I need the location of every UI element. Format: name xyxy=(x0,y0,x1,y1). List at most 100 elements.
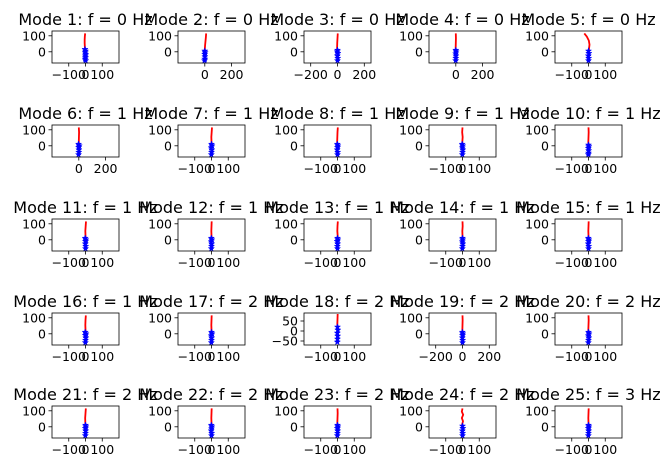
star-marker xyxy=(584,338,593,346)
subplot-title: Mode 17: f = 2 Hz xyxy=(139,292,283,311)
x-tick-label: 100 xyxy=(467,161,491,176)
y-tick-label: 100 xyxy=(274,28,298,43)
x-tick-label: 0 xyxy=(459,161,467,176)
x-tick-label: −100 xyxy=(178,255,212,270)
star-marker xyxy=(81,56,90,64)
x-tick-label: 0 xyxy=(459,255,467,270)
y-tick-label: 0 xyxy=(164,419,172,434)
x-tick-label: −100 xyxy=(429,255,463,270)
x-tick-label: 0 xyxy=(452,67,460,82)
y-tick-label: 0 xyxy=(38,232,46,247)
subplot-title: Mode 6: f = 1 Hz xyxy=(18,104,152,123)
y-tick-label: 0 xyxy=(164,44,172,59)
x-tick-label: 100 xyxy=(216,349,240,364)
x-tick-label: 0 xyxy=(334,67,342,82)
y-tick-label: 100 xyxy=(274,122,298,137)
y-tick-label: 0 xyxy=(164,326,172,341)
y-tick-label: 100 xyxy=(399,403,423,418)
y-tick-label: 0 xyxy=(415,232,423,247)
star-marker xyxy=(458,150,467,158)
axes-frame xyxy=(428,30,497,64)
y-tick-label: 100 xyxy=(525,122,549,137)
y-tick-label: 0 xyxy=(541,44,549,59)
y-tick-label: 0 xyxy=(541,326,549,341)
subplot-title: Mode 9: f = 1 Hz xyxy=(395,104,529,123)
y-tick-label: 0 xyxy=(164,232,172,247)
subplot-title: Mode 5: f = 0 Hz xyxy=(521,10,655,29)
x-tick-label: 200 xyxy=(477,349,501,364)
y-tick-label: 100 xyxy=(148,28,172,43)
x-tick-label: 100 xyxy=(90,349,114,364)
y-tick-label: 0 xyxy=(290,44,298,59)
star-marker xyxy=(333,338,342,346)
x-tick-label: 100 xyxy=(90,255,114,270)
x-tick-label: 100 xyxy=(216,255,240,270)
y-tick-label: 0 xyxy=(164,138,172,153)
x-tick-label: 200 xyxy=(220,67,244,82)
x-tick-label: −100 xyxy=(52,349,86,364)
star-marker xyxy=(81,338,90,346)
x-tick-label: 0 xyxy=(208,349,216,364)
x-tick-label: 0 xyxy=(208,255,216,270)
y-tick-label: 100 xyxy=(525,216,549,231)
star-marker xyxy=(584,150,593,158)
x-tick-label: −100 xyxy=(429,161,463,176)
x-tick-label: −100 xyxy=(52,255,86,270)
x-tick-label: 0 xyxy=(334,349,342,364)
axes-frame xyxy=(177,30,246,64)
y-tick-label: 100 xyxy=(148,122,172,137)
x-tick-label: 0 xyxy=(82,442,90,457)
x-tick-label: 100 xyxy=(593,161,617,176)
x-tick-label: 100 xyxy=(467,255,491,270)
subplot-title: Mode 14: f = 1 Hz xyxy=(390,198,534,217)
star-marker xyxy=(584,56,593,64)
x-tick-label: −100 xyxy=(555,442,589,457)
subplot-title: Mode 12: f = 1 Hz xyxy=(139,198,283,217)
y-tick-label: 100 xyxy=(525,403,549,418)
x-tick-label: −100 xyxy=(555,255,589,270)
subplot-title: Mode 15: f = 1 Hz xyxy=(516,198,660,217)
y-tick-label: 100 xyxy=(22,216,46,231)
x-tick-label: 0 xyxy=(334,161,342,176)
x-tick-label: 0 xyxy=(459,442,467,457)
star-marker xyxy=(333,244,342,252)
x-tick-label: −100 xyxy=(178,161,212,176)
subplot-title: Mode 25: f = 3 Hz xyxy=(516,385,660,404)
x-tick-label: 100 xyxy=(342,349,366,364)
y-tick-label: 0 xyxy=(38,419,46,434)
y-tick-label: 100 xyxy=(274,216,298,231)
x-tick-label: 0 xyxy=(585,349,593,364)
subplot-title: Mode 19: f = 2 Hz xyxy=(390,292,534,311)
y-tick-label: 100 xyxy=(148,216,172,231)
subplot-title: Mode 21: f = 2 Hz xyxy=(13,385,157,404)
x-tick-label: 200 xyxy=(94,161,118,176)
x-tick-label: 0 xyxy=(334,442,342,457)
y-tick-label: −50 xyxy=(272,334,298,349)
x-tick-label: −100 xyxy=(178,442,212,457)
subplot-title: Mode 2: f = 0 Hz xyxy=(144,10,278,29)
x-tick-label: −100 xyxy=(555,161,589,176)
y-tick-label: 100 xyxy=(148,310,172,325)
y-tick-label: 100 xyxy=(22,403,46,418)
y-tick-label: 0 xyxy=(38,44,46,59)
x-tick-label: 200 xyxy=(471,67,495,82)
x-tick-label: 100 xyxy=(593,442,617,457)
y-tick-label: 100 xyxy=(148,403,172,418)
x-tick-label: 100 xyxy=(342,161,366,176)
star-marker xyxy=(451,56,460,64)
star-marker xyxy=(333,150,342,158)
x-tick-label: 0 xyxy=(585,442,593,457)
y-tick-label: 100 xyxy=(399,310,423,325)
